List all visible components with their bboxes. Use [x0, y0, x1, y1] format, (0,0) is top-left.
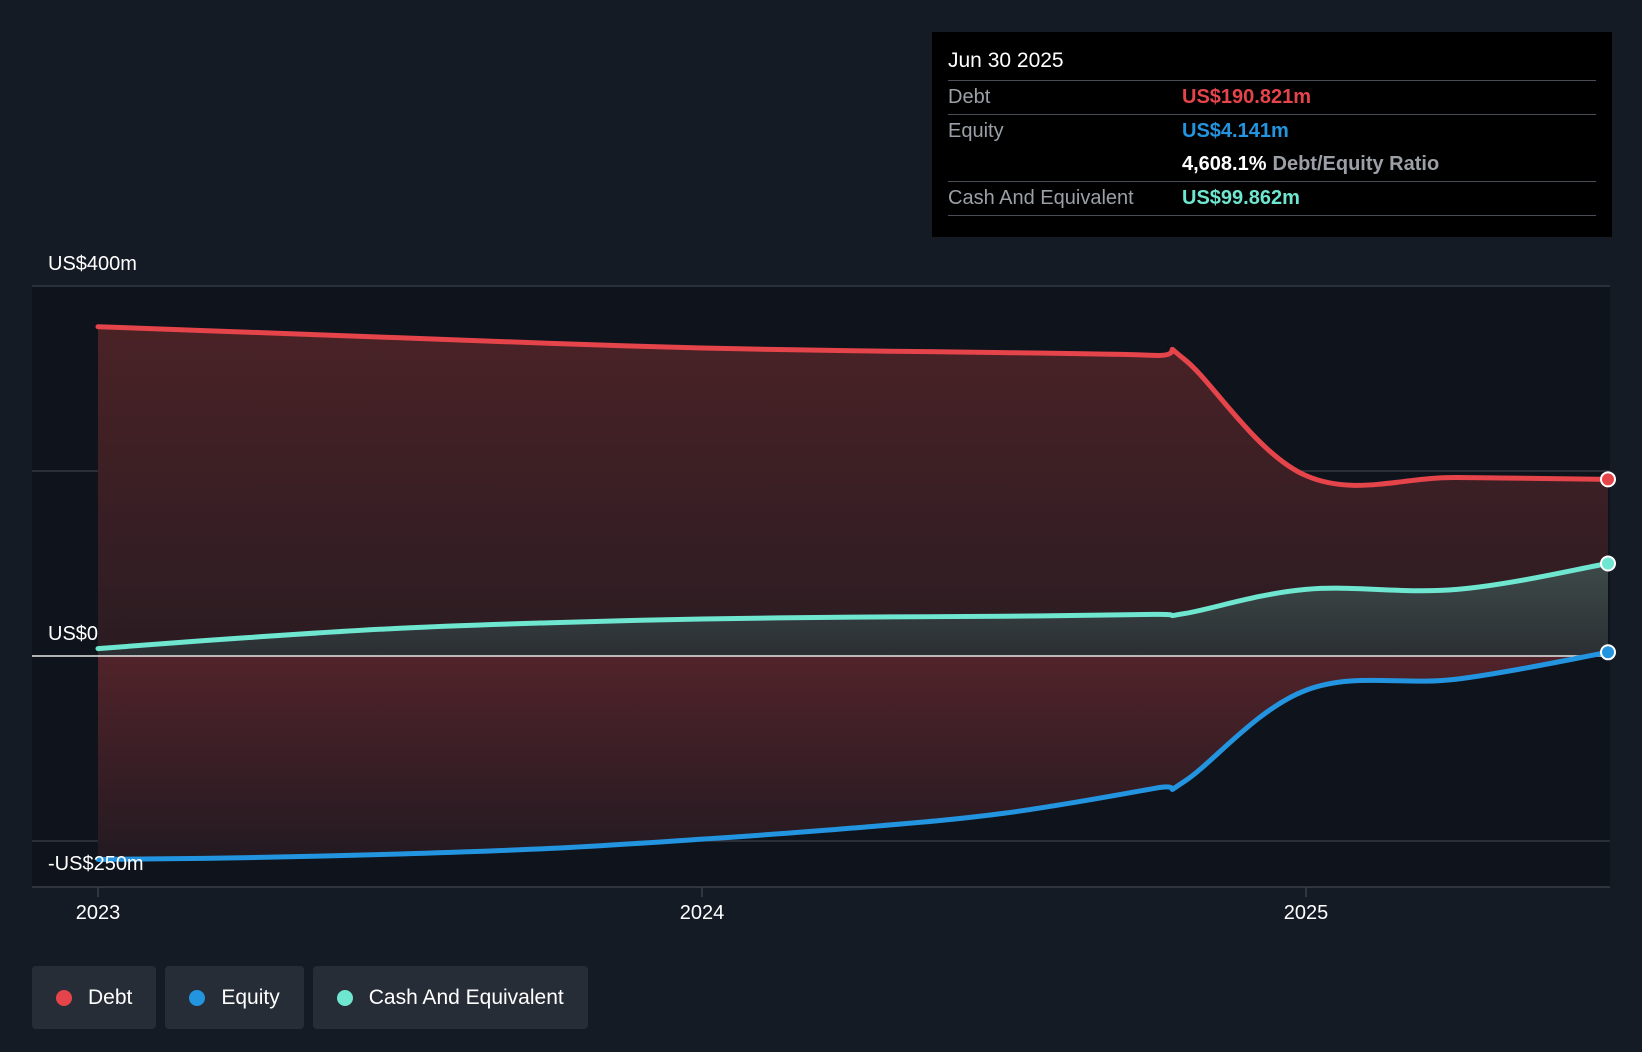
- legend-debt-label: Debt: [88, 985, 133, 1009]
- legend: Debt Equity Cash And Equivalent: [32, 966, 588, 1029]
- tooltip-ratio-value: 4,608.1%: [1182, 153, 1267, 175]
- cash-line: [95, 561, 1611, 652]
- y-tick-label: US$0: [48, 623, 98, 645]
- tooltip-equity-value: US$4.141m: [1182, 120, 1289, 142]
- equity-line: [95, 649, 1611, 862]
- cash-dot-icon: [336, 989, 353, 1006]
- debt-area: [98, 326, 1608, 656]
- tooltip-ratio-label: Debt/Equity Ratio: [1272, 153, 1440, 175]
- debt-equity-chart: US$400m US$0 -US$250m 2023 2024 2025: [32, 253, 1616, 924]
- tooltip-row-equity: Equity US$4.141m: [948, 114, 1596, 148]
- equity-end-marker: [1600, 644, 1616, 661]
- equity-dot-icon: [189, 989, 206, 1006]
- tooltip-panel: Jun 30 2025 Debt US$190.821m Equity US$4…: [932, 32, 1612, 237]
- tooltip-row-debt: Debt US$190.821m: [948, 80, 1596, 114]
- tooltip-equity-label: Equity: [948, 120, 1004, 142]
- x-tick-label: 2023: [76, 902, 121, 924]
- tooltip-debt-value: US$190.821m: [1182, 86, 1311, 108]
- tooltip-row-cash: Cash And Equivalent US$99.862m: [948, 181, 1596, 216]
- y-tick-label: US$400m: [48, 253, 137, 275]
- legend-equity-label: Equity: [221, 985, 280, 1009]
- legend-cash-label: Cash And Equivalent: [368, 985, 564, 1009]
- y-tick-label: -US$250m: [48, 853, 144, 875]
- legend-item-cash[interactable]: Cash And Equivalent: [312, 966, 588, 1029]
- cash-end-marker: [1600, 555, 1616, 572]
- y-tick-labels: US$400m US$0 -US$250m: [48, 253, 144, 875]
- debt-end-marker: [1600, 471, 1616, 488]
- tooltip-row-ratio: 4,608.1% Debt/Equity Ratio: [948, 148, 1596, 181]
- equity-area: [98, 652, 1608, 860]
- legend-item-equity[interactable]: Equity: [165, 966, 304, 1029]
- debt-line: [95, 324, 1611, 488]
- tooltip-date: Jun 30 2025: [948, 49, 1064, 72]
- cash-area: [98, 563, 1608, 656]
- x-tick-label: 2025: [1284, 902, 1329, 924]
- tooltip-cash-value: US$99.862m: [1182, 187, 1300, 209]
- tooltip-cash-label: Cash And Equivalent: [948, 187, 1134, 209]
- tooltip-debt-label: Debt: [948, 86, 991, 108]
- series-end-markers: [1600, 471, 1616, 661]
- series-areas: [98, 326, 1608, 860]
- legend-item-debt[interactable]: Debt: [32, 966, 157, 1029]
- x-tick-label: 2024: [680, 902, 725, 924]
- x-tick-labels: 2023 2024 2025: [76, 887, 1329, 924]
- debt-dot-icon: [56, 989, 72, 1006]
- series-lines: [32, 324, 1611, 862]
